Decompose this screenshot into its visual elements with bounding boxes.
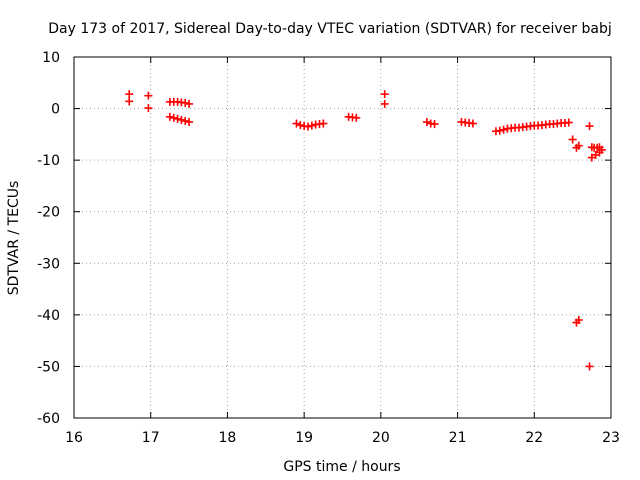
data-point (499, 125, 508, 134)
data-point (352, 113, 361, 122)
data-point (165, 112, 174, 121)
x-tick-label: 20 (372, 430, 390, 446)
x-tick-label: 21 (449, 430, 467, 446)
data-point (430, 120, 439, 129)
data-point (597, 145, 606, 154)
y-tick-label: 10 (42, 50, 60, 66)
data-point (574, 141, 583, 150)
x-tick-label: 17 (142, 430, 160, 446)
y-tick-label: 0 (51, 102, 60, 118)
x-tick-label: 23 (602, 430, 620, 446)
data-point (380, 99, 389, 108)
y-tick-label: -50 (37, 359, 60, 375)
data-point (303, 122, 312, 131)
data-series-sdtvar (125, 90, 606, 371)
data-point (307, 121, 316, 130)
x-axis-tick-labels: 16 17 18 19 20 21 22 23 (65, 430, 620, 446)
y-tick-label: -20 (37, 205, 60, 221)
x-tick-label: 18 (219, 430, 237, 446)
x-tick-label: 16 (65, 430, 83, 446)
data-point (585, 362, 594, 371)
y-axis-label: SDTVAR / TECUs (6, 181, 22, 296)
data-point (319, 119, 328, 128)
y-tick-label: -10 (37, 153, 60, 169)
data-point (125, 90, 134, 99)
data-point (185, 99, 194, 108)
y-tick-label: -60 (37, 411, 60, 427)
data-point (422, 117, 431, 126)
y-axis-tick-labels: 10 0 -10 -20 -30 -40 -50 -60 (37, 50, 60, 427)
data-point (380, 90, 389, 99)
data-point (468, 119, 477, 128)
data-point (177, 115, 186, 124)
plot-frame (73, 56, 612, 419)
data-point (144, 91, 153, 100)
data-point (181, 98, 190, 107)
data-point (495, 126, 504, 135)
data-point (568, 135, 577, 144)
x-tick-label: 22 (525, 430, 543, 446)
data-point (125, 97, 134, 106)
y-tick-label: -40 (37, 308, 60, 324)
grid-lines (74, 57, 611, 418)
data-point (185, 117, 194, 126)
chart-title: Day 173 of 2017, Sidereal Day-to-day VTE… (48, 21, 611, 37)
y-tick-label: -30 (37, 256, 60, 272)
data-point (585, 122, 594, 131)
data-point (181, 116, 190, 125)
data-point (564, 118, 573, 127)
data-point (144, 104, 153, 113)
data-point (296, 121, 305, 130)
data-point (173, 114, 182, 123)
data-point (169, 113, 178, 122)
data-point (574, 316, 583, 325)
x-axis-label: GPS time / hours (283, 459, 400, 475)
data-point (292, 119, 301, 128)
x-tick-label: 19 (295, 430, 313, 446)
axis-ticks (73, 56, 612, 419)
